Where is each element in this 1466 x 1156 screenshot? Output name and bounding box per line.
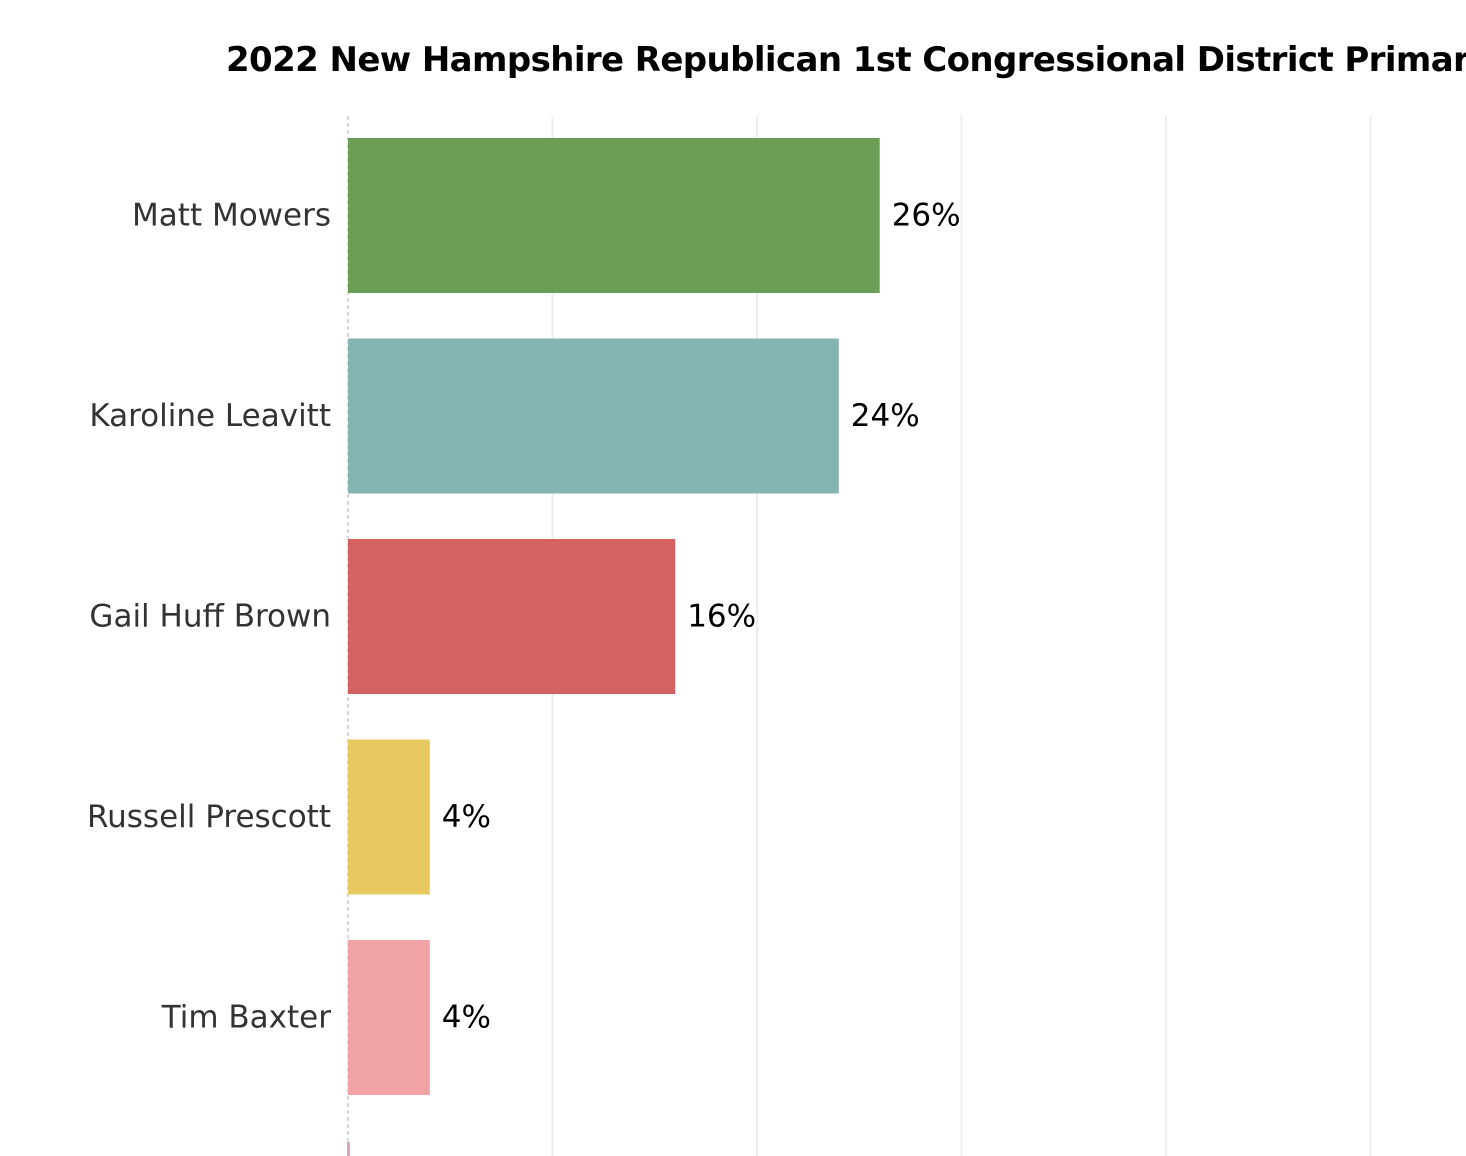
category-label: Tim Baxter	[161, 1000, 331, 1036]
value-label: 16%	[687, 599, 756, 635]
bar	[348, 338, 839, 494]
bars	[347, 138, 880, 1156]
category-label: Russell Prescott	[87, 799, 331, 835]
value-label: 4%	[442, 799, 491, 835]
chart-title: 2022 New Hampshire Republican 1st Congre…	[226, 40, 1466, 80]
category-label: Karoline Leavitt	[89, 398, 331, 434]
bar	[348, 940, 430, 1095]
labels: Matt Mowers 26% Karoline Leavitt 24% Gail Hu…	[87, 198, 961, 1036]
partial-bar	[347, 1142, 350, 1156]
value-label: 24%	[851, 398, 920, 434]
value-label: 26%	[892, 198, 961, 234]
category-label: Matt Mowers	[132, 198, 331, 234]
category-label: Gail Huff Brown	[89, 599, 331, 635]
bar	[348, 739, 430, 895]
bar	[348, 539, 676, 694]
value-label: 4%	[442, 1000, 491, 1036]
bar	[348, 138, 880, 293]
